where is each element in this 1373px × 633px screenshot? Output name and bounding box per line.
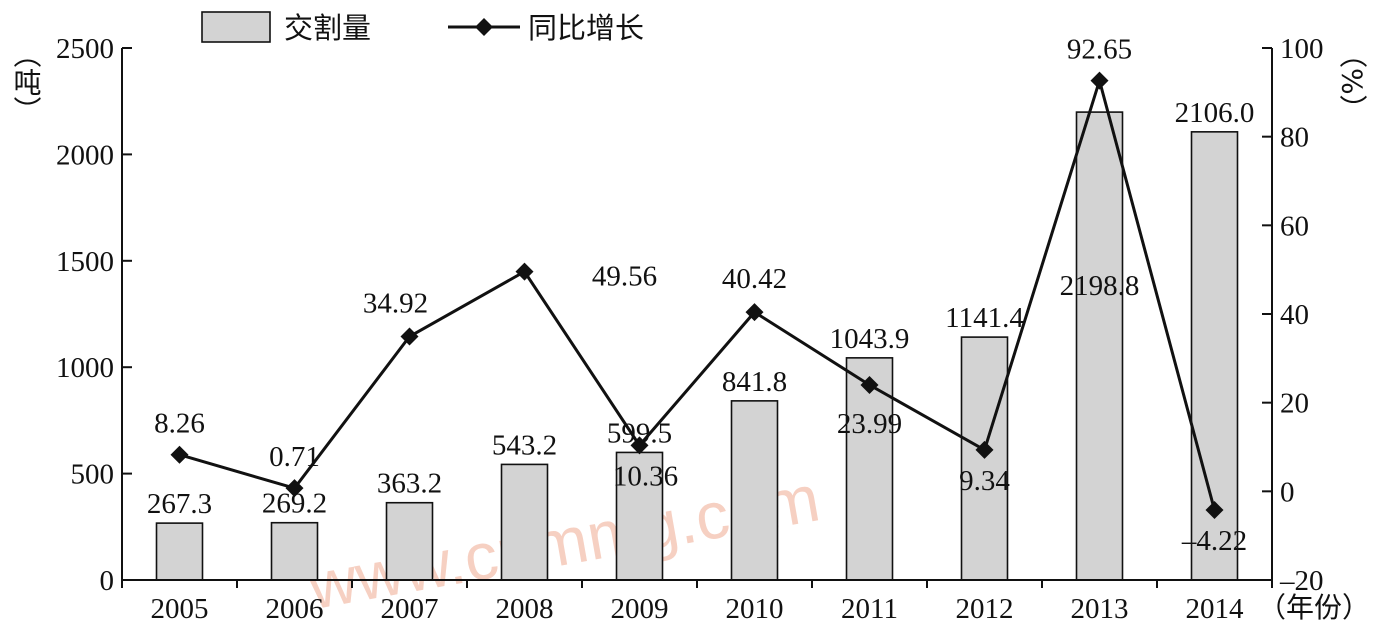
line-value-label-2014: –4.22: [1181, 525, 1247, 557]
growth-marker-2009: [630, 436, 649, 455]
x-axis-unit: （年份）: [1258, 591, 1370, 624]
bar-2010: [730, 400, 779, 581]
growth-line: [179, 75, 1216, 511]
right-tick-label: 100: [1280, 33, 1324, 65]
left-tick-label: 1000: [56, 352, 114, 384]
bar-2008: [500, 463, 549, 581]
growth-marker-2007: [400, 327, 419, 346]
bar-2006: [270, 521, 319, 581]
x-tick-label-2006: 2006: [266, 593, 324, 625]
right-tick-label: –20: [1279, 565, 1324, 597]
left-tick-label: 2500: [56, 33, 114, 65]
bar-value-label-2014: 2106.0: [1175, 97, 1255, 129]
bar-value-label-2008: 543.2: [492, 429, 557, 461]
line-value-label-2006: 0.71: [269, 441, 320, 473]
left-axis-unit: （吨）: [10, 40, 43, 124]
legend-label-volume: 交割量: [284, 11, 371, 45]
x-tick-label-2014: 2014: [1186, 593, 1245, 625]
legend-bar-swatch: [201, 11, 271, 43]
bar-2005: [155, 522, 204, 581]
x-tick-label-2009: 2009: [611, 593, 669, 625]
x-tick-label-2008: 2008: [496, 593, 554, 625]
right-tick-label: 60: [1280, 210, 1309, 242]
growth-marker-2012: [975, 440, 994, 459]
line-value-label-2013: 92.65: [1067, 34, 1132, 66]
x-tick-label-2011: 2011: [841, 593, 898, 625]
line-value-label-2011: 23.99: [837, 408, 902, 440]
bar-value-label-2009: 599.5: [607, 417, 672, 449]
x-tick-label-2010: 2010: [726, 593, 784, 625]
growth-marker-2014: [1205, 501, 1224, 520]
x-tick-label-2007: 2007: [381, 593, 439, 625]
growth-marker-2006: [285, 479, 304, 498]
right-tick-label: 80: [1280, 122, 1309, 154]
bar-value-label-2013: 2198.8: [1060, 270, 1140, 302]
bar-value-label-2007: 363.2: [377, 468, 442, 500]
x-tick-label-2005: 2005: [151, 593, 209, 625]
line-value-label-2008: 49.56: [592, 261, 657, 293]
growth-marker-2008: [515, 262, 534, 281]
left-tick-label: 1500: [56, 246, 114, 278]
growth-marker-2010: [745, 303, 764, 322]
x-tick-label-2013: 2013: [1071, 593, 1129, 625]
right-axis-unit: （%）: [1336, 40, 1369, 123]
right-tick-label: 40: [1280, 299, 1309, 331]
line-value-label-2010: 40.42: [722, 263, 787, 295]
legend-label-growth: 同比增长: [528, 11, 644, 45]
right-tick-label: 0: [1280, 476, 1295, 508]
bar-2007: [385, 501, 434, 581]
left-tick-label: 500: [71, 459, 115, 491]
growth-marker-2005: [170, 445, 189, 464]
legend-diamond-marker: [475, 18, 493, 36]
bar-value-label-2010: 841.8: [722, 366, 787, 398]
bar-value-label-2012: 1141.4: [945, 302, 1024, 334]
line-value-label-2007: 34.92: [363, 288, 428, 320]
bar-value-label-2006: 269.2: [262, 488, 327, 520]
line-value-label-2012: 9.34: [959, 465, 1010, 497]
growth-marker-2011: [860, 375, 879, 394]
line-value-label-2005: 8.26: [154, 408, 205, 440]
left-tick-label: 2000: [56, 139, 114, 171]
line-value-label-2009: 10.36: [613, 460, 678, 492]
bar-2009: [615, 451, 664, 581]
x-tick-label-2012: 2012: [956, 593, 1014, 625]
growth-marker-2013: [1090, 71, 1109, 90]
right-tick-label: 20: [1280, 388, 1309, 420]
bar-2013: [1075, 111, 1124, 581]
left-tick-label: 0: [100, 565, 115, 597]
bar-value-label-2005: 267.3: [147, 488, 212, 520]
bar-value-label-2011: 1043.9: [830, 323, 910, 355]
